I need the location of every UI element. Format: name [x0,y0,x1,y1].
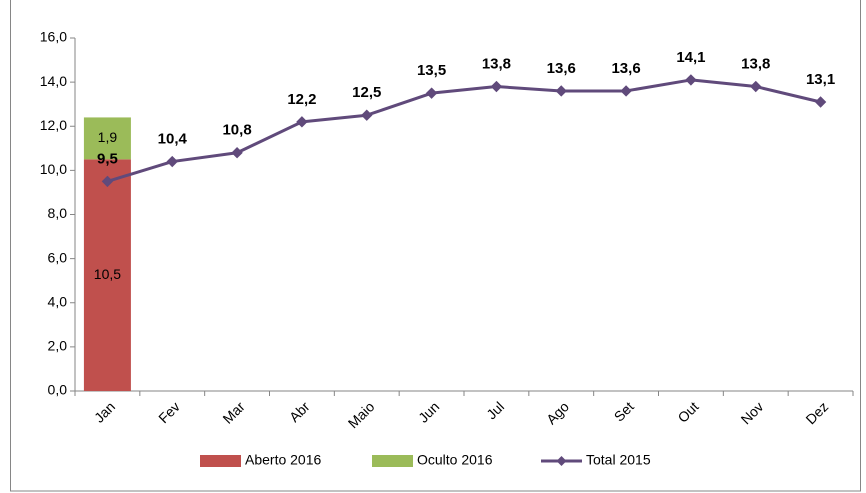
data-label: 1,9 [98,129,118,145]
y-tick-label: 16,0 [40,29,67,45]
x-tick-label: Abr [286,398,313,425]
y-tick-label: 6,0 [48,249,68,265]
line-marker [101,175,114,188]
line-marker [750,80,762,93]
x-tick-label: Maio [345,398,378,431]
data-label: 14,1 [676,49,705,66]
x-tick-label: Out [674,398,701,425]
y-tick-label: 2,0 [48,338,68,354]
line-marker [166,155,178,168]
bar [83,117,131,160]
data-label: 9,5 [97,150,118,167]
x-tick-label: Jan [91,398,118,425]
x-tick-label: Fev [155,398,183,426]
y-tick-label: 0,0 [48,382,68,398]
line-marker [296,116,308,128]
line-marker [425,87,438,99]
line-marker [361,109,373,121]
y-tick-label: 4,0 [48,293,68,309]
line-marker [555,85,567,97]
data-label: 10,4 [158,131,188,148]
x-tick-label: Mar [219,398,248,427]
y-tick-label: 12,0 [40,117,67,133]
y-tick-label: 14,0 [40,73,67,89]
data-label: 13,8 [482,56,511,73]
data-label: 13,6 [611,60,640,77]
x-tick-label: Jul [483,398,507,422]
data-label: 13,6 [547,60,576,77]
x-tick-label: Set [611,398,637,424]
line-marker [814,96,827,108]
data-label: 12,2 [287,91,316,108]
data-label: 13,1 [806,71,835,88]
line-marker [490,80,503,93]
legend-swatch [200,455,241,467]
legend-marker [556,456,567,466]
x-tick-label: Ago [543,398,572,427]
data-label: 12,5 [352,84,381,101]
chart-frame [10,0,861,492]
data-label: 13,5 [417,62,446,79]
line [106,78,821,183]
line-marker [685,74,697,86]
data-label: 10,8 [222,122,251,139]
data-label: 13,8 [741,56,770,73]
line-marker [620,85,632,97]
legend-swatch [372,455,413,467]
x-tick-label: Nov [738,398,767,427]
data-label: 10,5 [94,266,121,282]
legend-label: Oculto 2016 [417,452,493,468]
bar [83,159,131,391]
x-tick-label: Jun [415,398,442,425]
legend-label: Total 2015 [586,452,651,468]
y-tick-label: 8,0 [48,205,68,221]
line-marker [231,147,243,159]
legend-label: Aberto 2016 [245,452,321,468]
y-tick-label: 10,0 [40,161,67,177]
x-tick-label: Dez [802,398,831,427]
